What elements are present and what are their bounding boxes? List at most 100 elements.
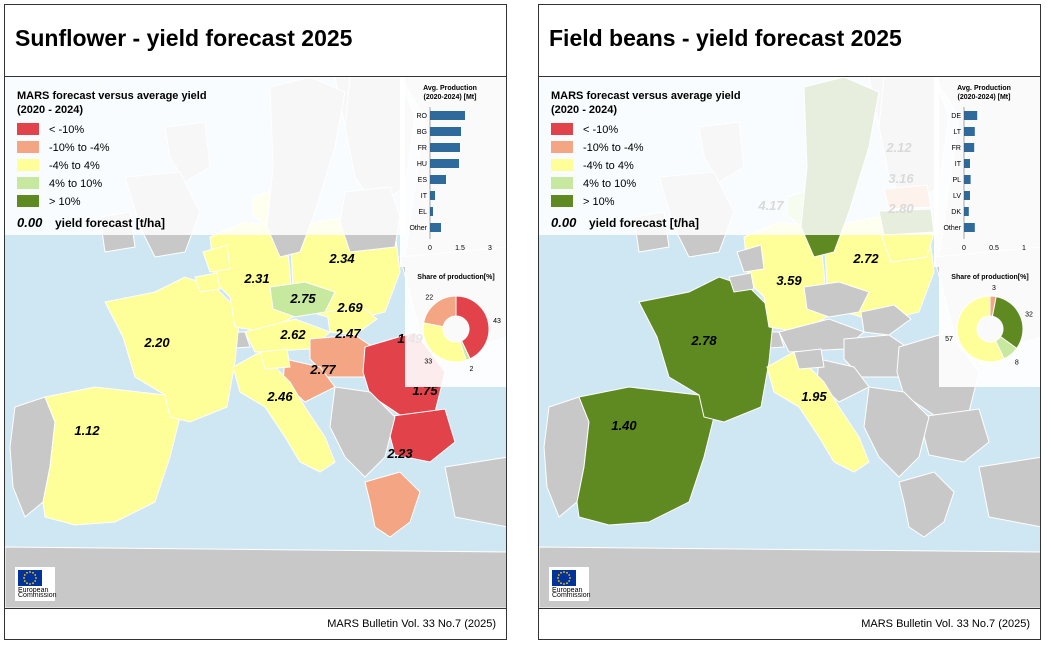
bar <box>964 159 970 168</box>
yield-label-hr: 2.77 <box>309 362 336 377</box>
share-backdrop <box>405 267 506 387</box>
bars-title: Avg. Production <box>423 85 477 92</box>
share-slice <box>422 295 457 328</box>
legend-class-label: -10% to -4% <box>49 142 110 154</box>
region-nl <box>736 244 765 273</box>
bar <box>964 143 975 152</box>
map-field-beans: 1.402.783.592.721.954.173.282.123.162.80… <box>539 77 1040 608</box>
legend-class-label: < -10% <box>49 124 84 136</box>
map-sunflower: 1.122.202.312.342.752.692.622.472.771.49… <box>5 77 506 608</box>
legend-value-example: 0.00 <box>551 215 577 230</box>
legend-class-label: < -10% <box>583 124 618 136</box>
bars-subtitle: (2020-2024) [Mt] <box>424 94 477 101</box>
legend-value-caption: yield forecast [t/ha] <box>589 216 699 230</box>
legend-value-example: 0.00 <box>17 215 43 230</box>
eu-star <box>560 582 562 585</box>
eu-flag <box>552 570 576 586</box>
bar-label: IT <box>955 161 962 168</box>
eu-star <box>563 583 565 585</box>
bars-title: Avg. Production <box>957 85 1011 92</box>
share-slice <box>956 295 1005 363</box>
eu-star <box>568 580 571 582</box>
bar-tick: 3 <box>488 245 492 252</box>
legend-title: MARS forecast versus average yield <box>17 90 207 102</box>
bar <box>964 191 970 200</box>
region-it <box>766 351 870 473</box>
region-cz <box>803 281 870 318</box>
share-label: 43 <box>493 318 501 325</box>
yield-label-it: 1.95 <box>801 389 827 404</box>
bars-backdrop <box>934 77 1040 267</box>
region-sk <box>326 304 378 336</box>
legend-swatch <box>551 195 573 207</box>
yield-label-it: 2.46 <box>266 389 293 404</box>
bar <box>430 143 460 152</box>
eu-star <box>566 571 568 574</box>
share-title: Share of production[%] <box>951 274 1028 281</box>
yield-label-de: 3.59 <box>776 273 802 288</box>
logo-text: Commission <box>552 592 591 599</box>
share-slice <box>422 322 467 363</box>
share-label: 32 <box>1025 312 1033 319</box>
panel-field-beans: Field beans - yield forecast 2025 1.40 2.… <box>538 4 1041 640</box>
yield-label-hu: 2.47 <box>334 326 361 341</box>
share-slice <box>455 295 490 360</box>
eu-star <box>34 580 37 582</box>
panel-sunflower: Sunflower - yield forecast 2025 1.12 2.20… <box>4 4 507 640</box>
bars-subtitle: (2020-2024) [Mt] <box>958 94 1011 101</box>
bar-tick: 1.5 <box>455 245 465 252</box>
region-it <box>232 351 336 473</box>
eu-star <box>568 574 571 576</box>
bar-label: PL <box>952 177 961 184</box>
legend-class-label: 4% to 10% <box>583 178 636 190</box>
share-label: 22 <box>425 295 433 302</box>
share-title: Share of production[%] <box>417 274 494 281</box>
bar-label: EL <box>418 209 427 216</box>
panel-title: Sunflower - yield forecast 2025 <box>15 25 353 51</box>
region-si <box>259 348 291 370</box>
legend-swatch <box>17 177 39 189</box>
eu-star <box>32 571 34 574</box>
map-svg-sunflower: 1.122.202.312.342.752.692.622.472.771.49… <box>5 77 506 608</box>
logo-text: European <box>18 587 48 594</box>
share-label: 57 <box>945 336 953 343</box>
legend-swatch <box>551 177 573 189</box>
eu-star <box>23 577 25 579</box>
eu-star <box>566 582 568 585</box>
yield-label-el: 2.23 <box>386 446 413 461</box>
panel-title-bar: Field beans - yield forecast 2025 <box>539 5 1040 77</box>
legend-value-caption: yield forecast [t/ha] <box>55 216 165 230</box>
legend-class-label: > 10% <box>49 196 81 208</box>
eu-star <box>563 571 565 573</box>
yield-label-sk: 2.69 <box>336 300 363 315</box>
share-backdrop <box>939 267 1040 387</box>
region-cz <box>269 281 336 318</box>
region-el <box>898 471 955 538</box>
legend-subtitle: (2020 - 2024) <box>17 104 83 116</box>
bar-label: Other <box>409 225 427 232</box>
yield-label-es: 1.40 <box>611 418 637 433</box>
legend-class-label: -4% to 4% <box>583 160 634 172</box>
legend-swatch <box>17 159 39 171</box>
eu-star <box>557 577 559 579</box>
region-balkan <box>863 386 930 478</box>
eu-star <box>557 580 560 582</box>
bar <box>964 223 975 232</box>
legend-class-label: 4% to 10% <box>49 178 102 190</box>
bar <box>430 175 446 184</box>
yield-label-cz: 2.75 <box>289 291 316 306</box>
bar-tick: 0 <box>428 245 432 252</box>
eu-star <box>23 574 26 576</box>
bar-tick: 0 <box>962 245 966 252</box>
legend-swatch <box>17 123 39 135</box>
non-eu-land <box>978 456 1040 528</box>
bar-label: Other <box>943 225 961 232</box>
bar <box>430 159 459 168</box>
bar-tick: 1 <box>1022 245 1026 252</box>
bar <box>430 223 441 232</box>
share-label: 3 <box>992 285 996 292</box>
region-sk <box>860 304 912 336</box>
eu-flag <box>18 570 42 586</box>
bar-label: FR <box>952 145 961 152</box>
region-be <box>194 272 221 293</box>
